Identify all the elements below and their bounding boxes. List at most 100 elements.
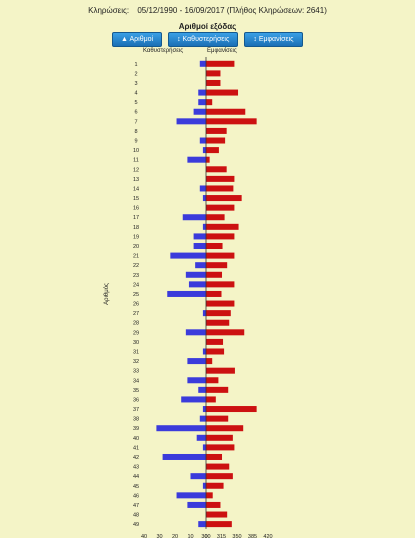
category-tick-label: 27 (133, 311, 139, 317)
appearance-bar (206, 60, 235, 67)
appearance-bar (206, 463, 230, 470)
appearance-bar (206, 338, 224, 345)
category-tick-label: 36 (133, 397, 139, 403)
delay-bar (176, 118, 206, 125)
delay-bar (167, 290, 206, 297)
x-tick-label: 385 (248, 534, 257, 538)
category-tick-label: 17 (133, 215, 139, 221)
delay-bar (202, 195, 206, 202)
category-tick-label: 48 (133, 513, 139, 519)
category-tick-label: 3 (134, 81, 137, 87)
delay-bar (170, 252, 206, 259)
appearance-bar (206, 434, 233, 441)
delay-bar (187, 156, 206, 163)
category-tick-label: 39 (133, 426, 139, 432)
category-tick-label: 12 (133, 167, 139, 173)
appearance-bar (206, 300, 235, 307)
category-tick-label: 23 (133, 273, 139, 279)
appearance-bar (206, 425, 244, 432)
appearance-bar (206, 233, 235, 240)
category-tick-label: 47 (133, 503, 139, 509)
appearance-bar (206, 156, 210, 163)
appearance-bar (206, 521, 232, 528)
delay-bar (202, 444, 206, 451)
category-tick-label: 46 (133, 493, 139, 499)
delay-bar (199, 137, 206, 144)
category-tick-label: 13 (133, 177, 139, 183)
delay-bar (202, 223, 206, 230)
delay-bar (198, 521, 206, 528)
category-tick-label: 40 (133, 436, 139, 442)
appearance-bar (206, 281, 235, 288)
delay-bar (196, 434, 206, 441)
chart-title: Αριθμοί εξόδας (178, 22, 237, 31)
category-tick-label: 7 (134, 119, 137, 125)
appearance-bar (206, 511, 228, 518)
category-tick-label: 22 (133, 263, 139, 269)
appearance-bar (206, 367, 235, 374)
header-label: Κληρώσεις: (88, 6, 130, 15)
appearance-bar (206, 501, 221, 508)
delay-bar (190, 473, 206, 480)
appearance-bar (206, 185, 234, 192)
category-tick-label: 8 (134, 129, 137, 135)
sort-by-delays-button[interactable]: ↕ Καθυστερήσεις (168, 32, 239, 47)
category-tick-label: 9 (134, 139, 137, 145)
sort-buttons: ▲ Αριθμοί ↕ Καθυστερήσεις ↕ Εμφανίσεις (112, 32, 303, 47)
appearance-bar (206, 473, 233, 480)
appearance-bar (206, 386, 229, 393)
category-tick-label: 34 (133, 378, 139, 384)
delay-bar (202, 406, 206, 413)
appearance-bar (206, 243, 223, 250)
appearance-bar (206, 271, 223, 278)
delay-bar (193, 243, 206, 250)
x-tick-label: 0 (204, 534, 207, 538)
category-tick-label: 18 (133, 225, 139, 231)
category-tick-label: 30 (133, 340, 139, 346)
appearance-bar (206, 396, 216, 403)
category-tick-label: 37 (133, 407, 139, 413)
appearance-bar (206, 166, 227, 173)
category-tick-label: 14 (133, 186, 139, 192)
x-tick-label: 420 (263, 534, 272, 538)
category-tick-label: 28 (133, 321, 139, 327)
category-tick-label: 41 (133, 445, 139, 451)
category-tick-label: 16 (133, 206, 139, 212)
category-tick-label: 21 (133, 254, 139, 260)
sort-by-number-button[interactable]: ▲ Αριθμοί (112, 32, 163, 47)
category-tick-label: 4 (134, 91, 137, 97)
appearance-bar (206, 175, 235, 182)
sort-by-appearances-button[interactable]: ↕ Εμφανίσεις (244, 32, 303, 47)
x-tick-label: 40 (141, 534, 147, 538)
appearance-bar (206, 492, 213, 499)
appearance-bar (206, 358, 213, 365)
category-tick-label: 24 (133, 282, 139, 288)
delay-bar (156, 425, 206, 432)
category-tick-label: 20 (133, 244, 139, 250)
appearance-bar (206, 147, 219, 154)
appearance-bar (206, 482, 224, 489)
appearance-bar (206, 377, 219, 384)
category-tick-label: 15 (133, 196, 139, 202)
category-tick-label: 5 (134, 100, 137, 106)
appearance-bar (206, 70, 221, 77)
delay-bar (202, 348, 206, 355)
appearance-bar (206, 310, 231, 317)
delay-bar (198, 89, 206, 96)
delay-bar (162, 453, 206, 460)
category-tick-label: 33 (133, 369, 139, 375)
appearance-bar (206, 252, 235, 259)
appearance-bar (206, 453, 223, 460)
delay-bar (176, 492, 206, 499)
delay-bar (202, 147, 206, 154)
delay-bar (199, 415, 206, 422)
category-tick-label: 42 (133, 455, 139, 461)
category-tick-label: 1 (134, 62, 137, 68)
appearance-bar (206, 319, 230, 326)
delay-bar (182, 214, 206, 221)
appearance-bar (206, 118, 257, 125)
category-tick-label: 2 (134, 71, 137, 77)
category-tick-label: 49 (133, 522, 139, 528)
appearance-bar (206, 99, 213, 106)
category-tick-label: 44 (133, 474, 139, 480)
